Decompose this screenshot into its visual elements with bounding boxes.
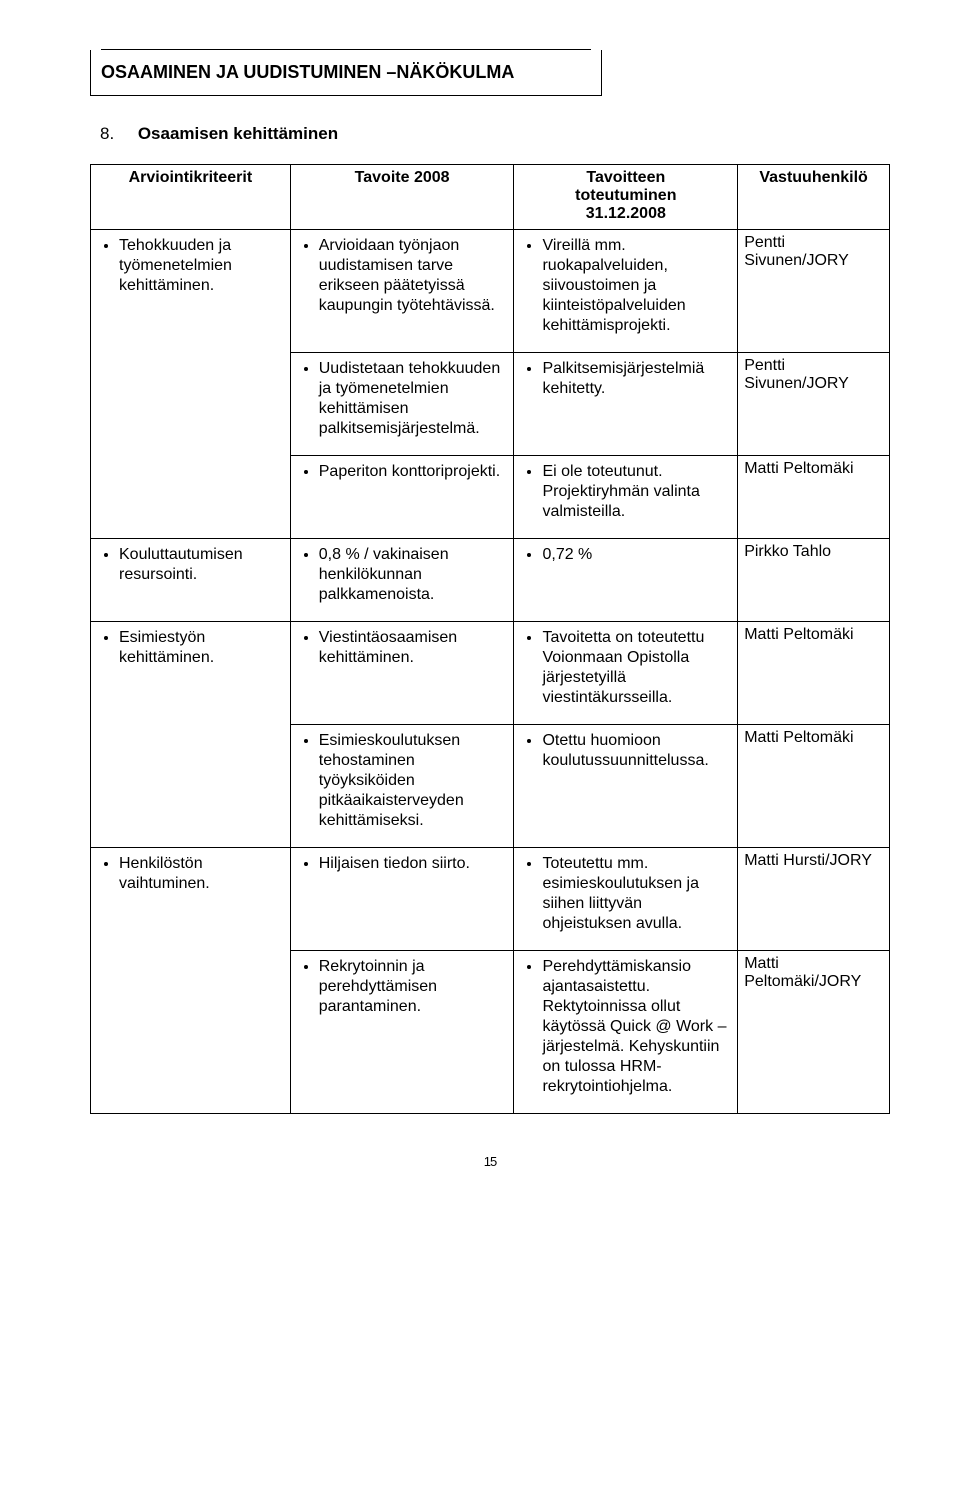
title-box: OSAAMINEN JA UUDISTUMINEN –NÄKÖKULMA [90,50,602,96]
page-title: OSAAMINEN JA UUDISTUMINEN –NÄKÖKULMA [101,49,591,83]
owner-text: Matti Peltomäki/JORY [738,951,890,1114]
owner-text: Matti Peltomäki [738,622,890,725]
owner-text: Pentti Sivunen/JORY [738,353,890,456]
section-number: 8. [100,124,114,143]
owner-text: Matti Peltomäki [738,456,890,539]
table-row: Esimiestyön kehittäminen. Viestintäosaam… [91,622,890,725]
col-header-goal: Tavoite 2008 [290,165,514,230]
table-header-row: Arviointikriteerit Tavoite 2008 Tavoitte… [91,165,890,230]
owner-text: Pentti Sivunen/JORY [738,230,890,353]
result-text: Palkitsemisjärjestelmiä kehitetty. [542,357,731,409]
col-header-criteria: Arviointikriteerit [91,165,291,230]
result-text: 0,72 % [542,543,731,575]
goal-text: 0,8 % / vakinaisen henkilökunnan palkkam… [319,543,508,615]
owner-text: Pirkko Tahlo [738,539,890,622]
criteria-text: Kouluttautumisen resursointi. [119,543,284,595]
goal-text: Arvioidaan työnjaon uudistamisen tarve e… [319,234,508,326]
col3-line3: 31.12.2008 [586,205,666,222]
result-text: Vireillä mm. ruokapalveluiden, siivousto… [542,234,731,346]
col3-line1: Tavoitteen [586,169,665,186]
col3-line2: toteutuminen [575,187,676,204]
goal-text: Hiljaisen tiedon siirto. [319,852,508,884]
page-number: 15 [90,1154,890,1169]
page: OSAAMINEN JA UUDISTUMINEN –NÄKÖKULMA 8. … [0,0,960,1199]
table-row: Kouluttautumisen resursointi. 0,8 % / va… [91,539,890,622]
goal-text: Paperiton konttoriprojekti. [319,460,508,492]
result-text: Toteutettu mm. esimieskoulutuksen ja sii… [542,852,731,944]
criteria-text: Esimiestyön kehittäminen. [119,626,284,678]
result-text: Otettu huomioon koulutussuunnittelussa. [542,729,731,781]
owner-text: Matti Hursti/JORY [738,848,890,951]
criteria-table: Arviointikriteerit Tavoite 2008 Tavoitte… [90,164,890,1114]
section-title: Osaamisen kehittäminen [138,124,338,143]
owner-text: Matti Peltomäki [738,725,890,848]
result-text: Tavoitetta on toteutettu Voionmaan Opist… [542,626,731,718]
goal-text: Esimieskoulutuksen tehostaminen työyksik… [319,729,508,841]
table-row: Tehokkuuden ja työmenetelmien kehittämin… [91,230,890,353]
goal-text: Viestintäosaamisen kehittäminen. [319,626,508,678]
result-text: Perehdyttämiskansio ajantasaistettu. Rek… [542,955,731,1107]
goal-text: Rekrytoinnin ja perehdyttämisen parantam… [319,955,508,1027]
col-header-owner: Vastuuhenkilö [738,165,890,230]
criteria-text: Tehokkuuden ja työmenetelmien kehittämin… [119,234,284,306]
table-row: Henkilöstön vaihtuminen. Hiljaisen tiedo… [91,848,890,951]
goal-text: Uudistetaan tehokkuuden ja työmenetelmie… [319,357,508,449]
section-heading: 8. Osaamisen kehittäminen [100,124,890,144]
criteria-text: Henkilöstön vaihtuminen. [119,852,284,904]
col-header-result: Tavoitteen toteutuminen 31.12.2008 [514,165,738,230]
result-text: Ei ole toteutunut. Projektiryhmän valint… [542,460,731,532]
